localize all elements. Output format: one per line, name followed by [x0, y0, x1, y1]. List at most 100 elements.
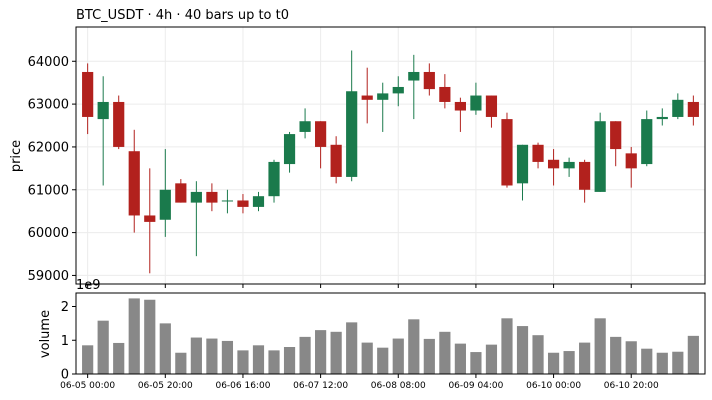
volume-bar	[641, 348, 653, 374]
price-y-tick-label: 63000	[28, 98, 69, 113]
price-panel-frame	[75, 26, 706, 285]
volume-bar	[315, 330, 327, 374]
candle-body	[625, 153, 637, 169]
candle-body	[144, 215, 156, 222]
volume-bar	[268, 350, 280, 374]
candle-body	[315, 121, 327, 147]
volume-y-ticks: 0 1 2	[61, 300, 76, 383]
candle-body	[82, 71, 94, 117]
candle-body	[128, 151, 140, 216]
candle-body	[392, 86, 404, 94]
volume-bar	[175, 352, 187, 374]
volume-bar	[579, 342, 591, 374]
candle-body	[563, 161, 575, 169]
volume-scale-label: 1e9	[76, 278, 101, 293]
volume-bar	[423, 338, 435, 374]
price-grid	[76, 27, 705, 284]
volume-x-ticks: 06-05 00:00 06-05 20:00 06-06 16:00 06-07 1…	[60, 374, 659, 391]
candle-body	[299, 121, 311, 132]
volume-x-tick-label: 06-10 00:00	[526, 381, 581, 391]
candle-body	[641, 119, 653, 165]
candle-body	[485, 95, 498, 117]
price-y-tick-label: 61000	[28, 183, 69, 198]
candle-body	[268, 161, 280, 197]
volume-bar	[299, 336, 311, 374]
price-candles	[82, 50, 699, 274]
volume-panel-frame	[75, 292, 706, 375]
candle-body	[454, 101, 466, 111]
candle-body	[97, 101, 109, 120]
volume-bar	[97, 320, 109, 374]
candle-body	[283, 134, 296, 165]
volume-bar	[470, 352, 482, 374]
price-y-ticks: 59000 60000 61000 62000 63000 64000	[28, 55, 76, 284]
volume-bar	[221, 340, 234, 374]
price-y-tick-label: 59000	[28, 269, 69, 284]
volume-bar	[547, 352, 560, 374]
price-x-ticks	[87, 284, 632, 288]
volume-bar	[672, 351, 684, 374]
volume-axis-label: volume	[38, 310, 53, 358]
price-y-tick-label: 60000	[28, 226, 69, 241]
volume-x-tick-label: 06-07 12:00	[293, 381, 348, 391]
volume-bar	[159, 323, 171, 374]
candle-body	[423, 71, 435, 90]
candle-body	[547, 159, 560, 169]
volume-bar	[485, 344, 498, 374]
volume-x-tick-label: 06-05 20:00	[138, 381, 193, 391]
volume-bar	[625, 341, 637, 374]
volume-bars	[82, 298, 699, 374]
volume-bar	[252, 345, 265, 374]
candle-body	[532, 144, 544, 162]
volume-x-tick-label: 06-10 20:00	[604, 381, 659, 391]
candle-body	[252, 196, 265, 207]
candle-body	[656, 116, 668, 120]
candle-body	[516, 144, 529, 184]
candle-body	[672, 99, 684, 117]
candle-body	[190, 191, 202, 203]
candle-body	[113, 101, 125, 147]
volume-x-tick-label: 06-08 08:00	[371, 381, 426, 391]
volume-bar	[330, 331, 342, 374]
price-y-tick-label: 62000	[28, 140, 69, 155]
volume-bar	[439, 331, 451, 374]
price-y-tick-label: 64000	[28, 55, 69, 70]
candle-body	[594, 121, 606, 192]
volume-bar	[516, 326, 529, 374]
volume-bar	[532, 335, 544, 374]
volume-bar	[128, 298, 140, 374]
volume-bar	[563, 351, 575, 374]
volume-y-tick-label: 0	[61, 368, 69, 383]
price-axis-label: price	[9, 140, 24, 172]
volume-bar	[237, 350, 249, 374]
volume-bar	[454, 343, 466, 374]
price-panel: 59000 60000 61000 62000 63000 64000 price	[9, 26, 706, 288]
candle-body	[501, 119, 513, 186]
volume-bar	[377, 347, 389, 374]
candle-body	[470, 95, 482, 111]
candle-body	[206, 191, 218, 203]
candle-body	[221, 200, 234, 202]
volume-bar	[610, 336, 622, 374]
volume-panel: 012 1e9 volume 06-05 00:00 06-05 20:00 06-…	[38, 278, 706, 391]
candle-body	[237, 200, 249, 207]
volume-bar	[361, 342, 373, 374]
candle-body	[408, 71, 420, 81]
volume-y-tick-label: 1	[61, 334, 69, 349]
volume-bar	[144, 299, 156, 374]
volume-bar	[190, 337, 202, 374]
candle-body	[361, 95, 373, 100]
volume-x-tick-label: 06-09 04:00	[448, 381, 503, 391]
candle-body	[687, 101, 699, 117]
volume-x-tick-label: 06-05 00:00	[60, 381, 115, 391]
volume-bar	[113, 342, 125, 374]
volume-x-tick-label: 06-06 16:00	[215, 381, 270, 391]
candle-body	[346, 91, 358, 177]
volume-bar	[594, 318, 606, 374]
volume-bar	[408, 319, 420, 374]
candle-body	[439, 86, 451, 102]
volume-y-tick-label: 2	[61, 300, 69, 315]
candle-body	[330, 144, 342, 177]
volume-bar	[346, 322, 358, 374]
